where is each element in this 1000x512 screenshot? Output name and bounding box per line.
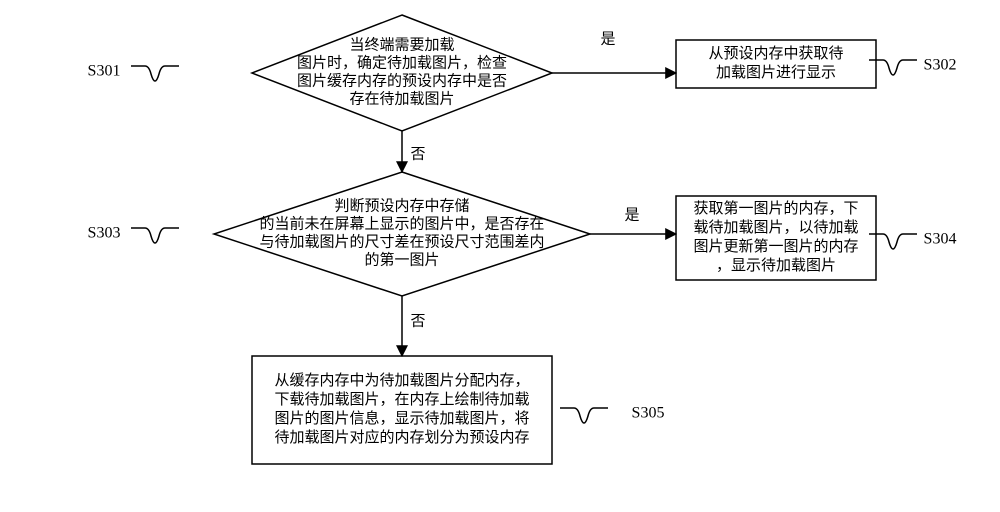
s303-connector: [131, 228, 179, 243]
svg-text:当终端需要加载: 当终端需要加载: [349, 36, 454, 53]
svg-text:加载图片进行显示: 加载图片进行显示: [716, 64, 836, 81]
s302-label: S302: [924, 57, 957, 74]
svg-text:从预设内存中获取待: 从预设内存中获取待: [708, 45, 843, 62]
svg-text:图片缓存内存的预设内存中是否: 图片缓存内存的预设内存中是否: [297, 72, 507, 89]
s304-label: S304: [924, 231, 957, 248]
svg-text:从缓存内存中为待加载图片分配内存，: 从缓存内存中为待加载图片分配内存，: [274, 372, 529, 389]
svg-text:下载待加载图片，在内存上绘制待加载: 下载待加载图片，在内存上绘制待加载: [274, 391, 529, 408]
svg-text:存在待加载图片: 存在待加载图片: [349, 90, 454, 107]
edge-label: 是: [624, 207, 639, 223]
svg-text:与待加载图片的尺寸差在预设尺寸范围差内: 与待加载图片的尺寸差在预设尺寸范围差内: [259, 233, 544, 250]
svg-text:图片时，确定待加载图片，检查: 图片时，确定待加载图片，检查: [297, 54, 507, 71]
s303-label: S303: [88, 225, 121, 242]
svg-text:图片更新第一图片的内存: 图片更新第一图片的内存: [693, 237, 858, 255]
svg-text:获取第一图片的内存，下: 获取第一图片的内存，下: [693, 199, 858, 217]
svg-text:载待加载图片，以待加载: 载待加载图片，以待加载: [693, 219, 858, 236]
svg-text:的当前未在屏幕上显示的图片中，是否存在: 的当前未在屏幕上显示的图片中，是否存在: [259, 215, 544, 232]
edge-label: 否: [410, 146, 425, 162]
s301-connector: [131, 66, 179, 81]
s305-label: S305: [632, 405, 665, 422]
svg-text:的第一图片: 的第一图片: [364, 250, 439, 268]
svg-text:判断预设内存中存储: 判断预设内存中存储: [334, 197, 469, 214]
svg-text:图片的图片信息，显示待加载图片，将: 图片的图片信息，显示待加载图片，将: [274, 410, 529, 427]
edge-label: 是: [600, 31, 615, 47]
s305-connector: [560, 408, 608, 423]
svg-text:，显示待加载图片: ，显示待加载图片: [716, 257, 836, 274]
edge-label: 否: [410, 313, 425, 329]
svg-text:待加载图片对应的内存划分为预设内存: 待加载图片对应的内存划分为预设内存: [274, 428, 529, 446]
s301-label: S301: [88, 63, 121, 80]
